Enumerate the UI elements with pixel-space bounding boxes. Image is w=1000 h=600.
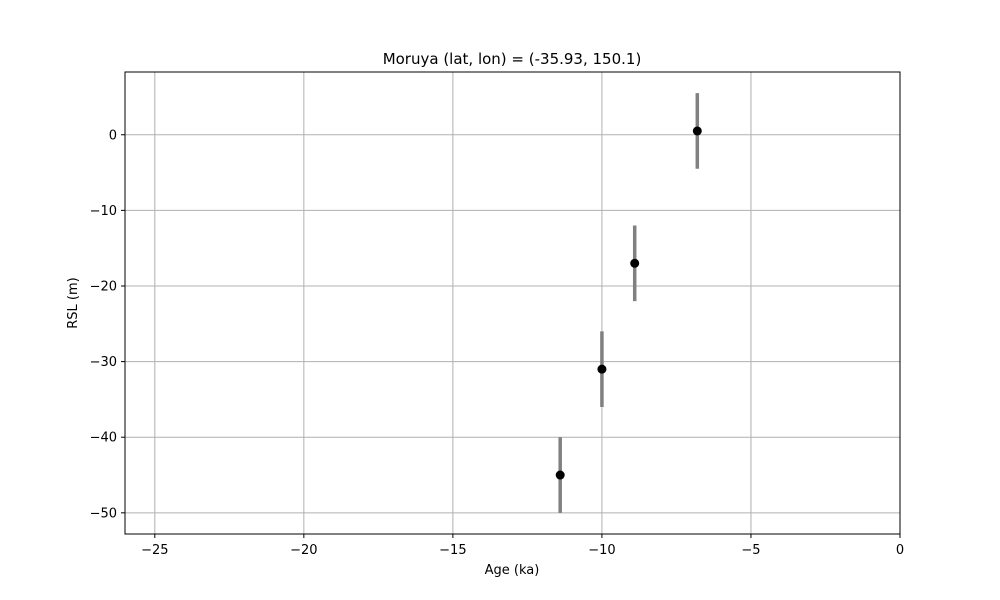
data-point: [692, 126, 702, 136]
data-points: [555, 126, 702, 480]
y-tick-label: 0: [109, 128, 117, 143]
y-axis-label: RSL (m): [66, 277, 81, 328]
data-point: [597, 364, 607, 374]
axis-ticks: −25 −20 −15 −10 −5 00−10−20−30−40−50: [90, 128, 905, 558]
y-tick-label: −10: [90, 204, 117, 219]
x-tick-label: −25: [141, 543, 168, 558]
data-point: [555, 470, 565, 480]
x-tick-label: −20: [290, 543, 317, 558]
data-point: [630, 258, 640, 268]
y-tick-label: −20: [90, 279, 117, 294]
chart-title: Moruya (lat, lon) = (-35.93, 150.1): [383, 50, 642, 68]
plot-frame: [124, 71, 901, 535]
x-tick-label: −5: [741, 543, 760, 558]
x-axis-label: Age (ka): [485, 563, 540, 578]
x-tick-label: −15: [439, 543, 466, 558]
y-tick-label: −50: [90, 506, 117, 521]
x-tick-label: 0: [896, 543, 904, 558]
y-tick-label: −40: [90, 431, 117, 446]
y-tick-label: −30: [90, 355, 117, 370]
x-tick-label: −10: [588, 543, 615, 558]
